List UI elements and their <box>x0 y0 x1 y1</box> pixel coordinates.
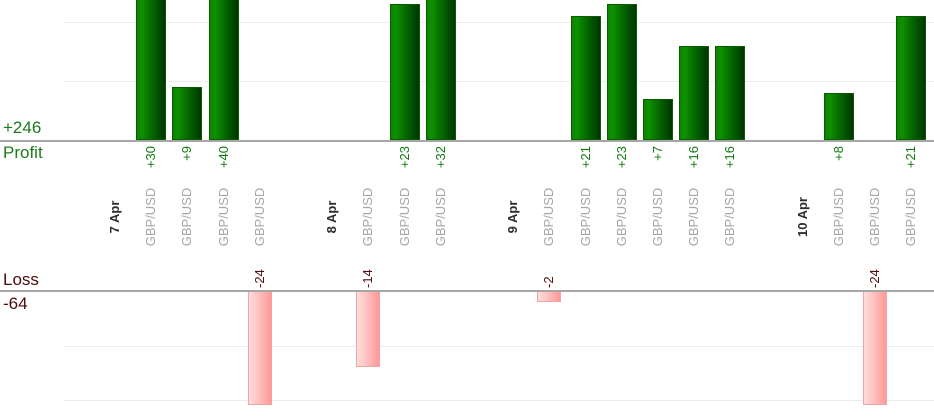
date-label: 10 Apr <box>794 197 810 237</box>
profit-bar[interactable] <box>172 86 203 140</box>
profit-bar[interactable] <box>425 0 456 140</box>
bar-value-label: +16 <box>686 146 702 169</box>
bar-value-label: +8 <box>831 146 846 161</box>
bar-value-label: +32 <box>432 146 448 169</box>
instrument-label: GBP/USD <box>215 187 231 247</box>
loss-bar[interactable] <box>863 292 888 405</box>
loss-axis-label: Loss <box>3 270 39 289</box>
profit-bar[interactable] <box>606 4 637 140</box>
profit-gridline-10 <box>63 81 934 82</box>
loss-bar[interactable] <box>247 292 272 405</box>
bar-value-label: +30 <box>143 146 159 169</box>
loss-bar[interactable] <box>537 292 562 302</box>
date-label: 7 Apr <box>107 200 122 234</box>
profit-bar[interactable] <box>715 45 746 140</box>
instrument-label: GBP/USD <box>577 187 593 247</box>
profit-axis-line <box>0 140 934 142</box>
profit-bar[interactable] <box>136 0 167 140</box>
instrument-label: GBP/USD <box>396 187 412 247</box>
bar-value-label: +21 <box>577 146 593 169</box>
loss-bar[interactable] <box>356 292 381 367</box>
instrument-label: GBP/USD <box>831 187 846 247</box>
instrument-label: GBP/USD <box>541 187 557 247</box>
loss-axis-line <box>0 290 934 292</box>
instrument-label: GBP/USD <box>650 187 665 247</box>
instrument-label: GBP/USD <box>613 187 629 247</box>
bar-value-label: +9 <box>179 146 195 161</box>
instrument-label: GBP/USD <box>903 187 919 247</box>
profit-bar[interactable] <box>570 16 601 140</box>
profit-bar[interactable] <box>824 92 854 140</box>
profit-bar[interactable] <box>679 45 710 140</box>
bar-value-label: -24 <box>867 269 883 288</box>
bar-value-label: +40 <box>215 146 231 169</box>
instrument-label: GBP/USD <box>722 187 738 247</box>
profit-bar[interactable] <box>643 98 673 140</box>
date-label: 8 Apr <box>324 200 340 234</box>
profit-gridline-20 <box>63 22 934 23</box>
bar-value-label: +23 <box>613 146 629 169</box>
loss-gridline-10 <box>63 346 934 347</box>
bar-value-label: +23 <box>396 146 412 169</box>
loss-bars-area <box>0 292 934 406</box>
bar-value-label: +16 <box>722 146 738 169</box>
loss-gridline-20 <box>63 400 934 401</box>
instrument-label: GBP/USD <box>251 187 267 247</box>
bar-value-label: +7 <box>650 146 665 161</box>
profit-bar[interactable] <box>208 0 239 140</box>
profit-bar[interactable] <box>896 16 927 140</box>
instrument-label: GBP/USD <box>179 187 195 247</box>
bar-value-label: -14 <box>360 269 376 288</box>
bar-value-label: -24 <box>251 269 267 288</box>
profit-total-label: +246 <box>3 118 42 137</box>
instrument-label: GBP/USD <box>360 187 376 247</box>
profit-bar[interactable] <box>389 4 420 140</box>
profit-axis-label: Profit <box>3 143 43 162</box>
bar-value-label: -2 <box>541 276 557 288</box>
instrument-label: GBP/USD <box>143 187 159 247</box>
bar-value-label: +21 <box>903 146 919 169</box>
instrument-label: GBP/USD <box>432 187 448 247</box>
instrument-label: GBP/USD <box>686 187 702 247</box>
instrument-label: GBP/USD <box>867 187 883 247</box>
profit-bars-area <box>0 0 934 140</box>
loss-total-label: -64 <box>3 294 28 313</box>
date-label: 9 Apr <box>505 200 521 234</box>
